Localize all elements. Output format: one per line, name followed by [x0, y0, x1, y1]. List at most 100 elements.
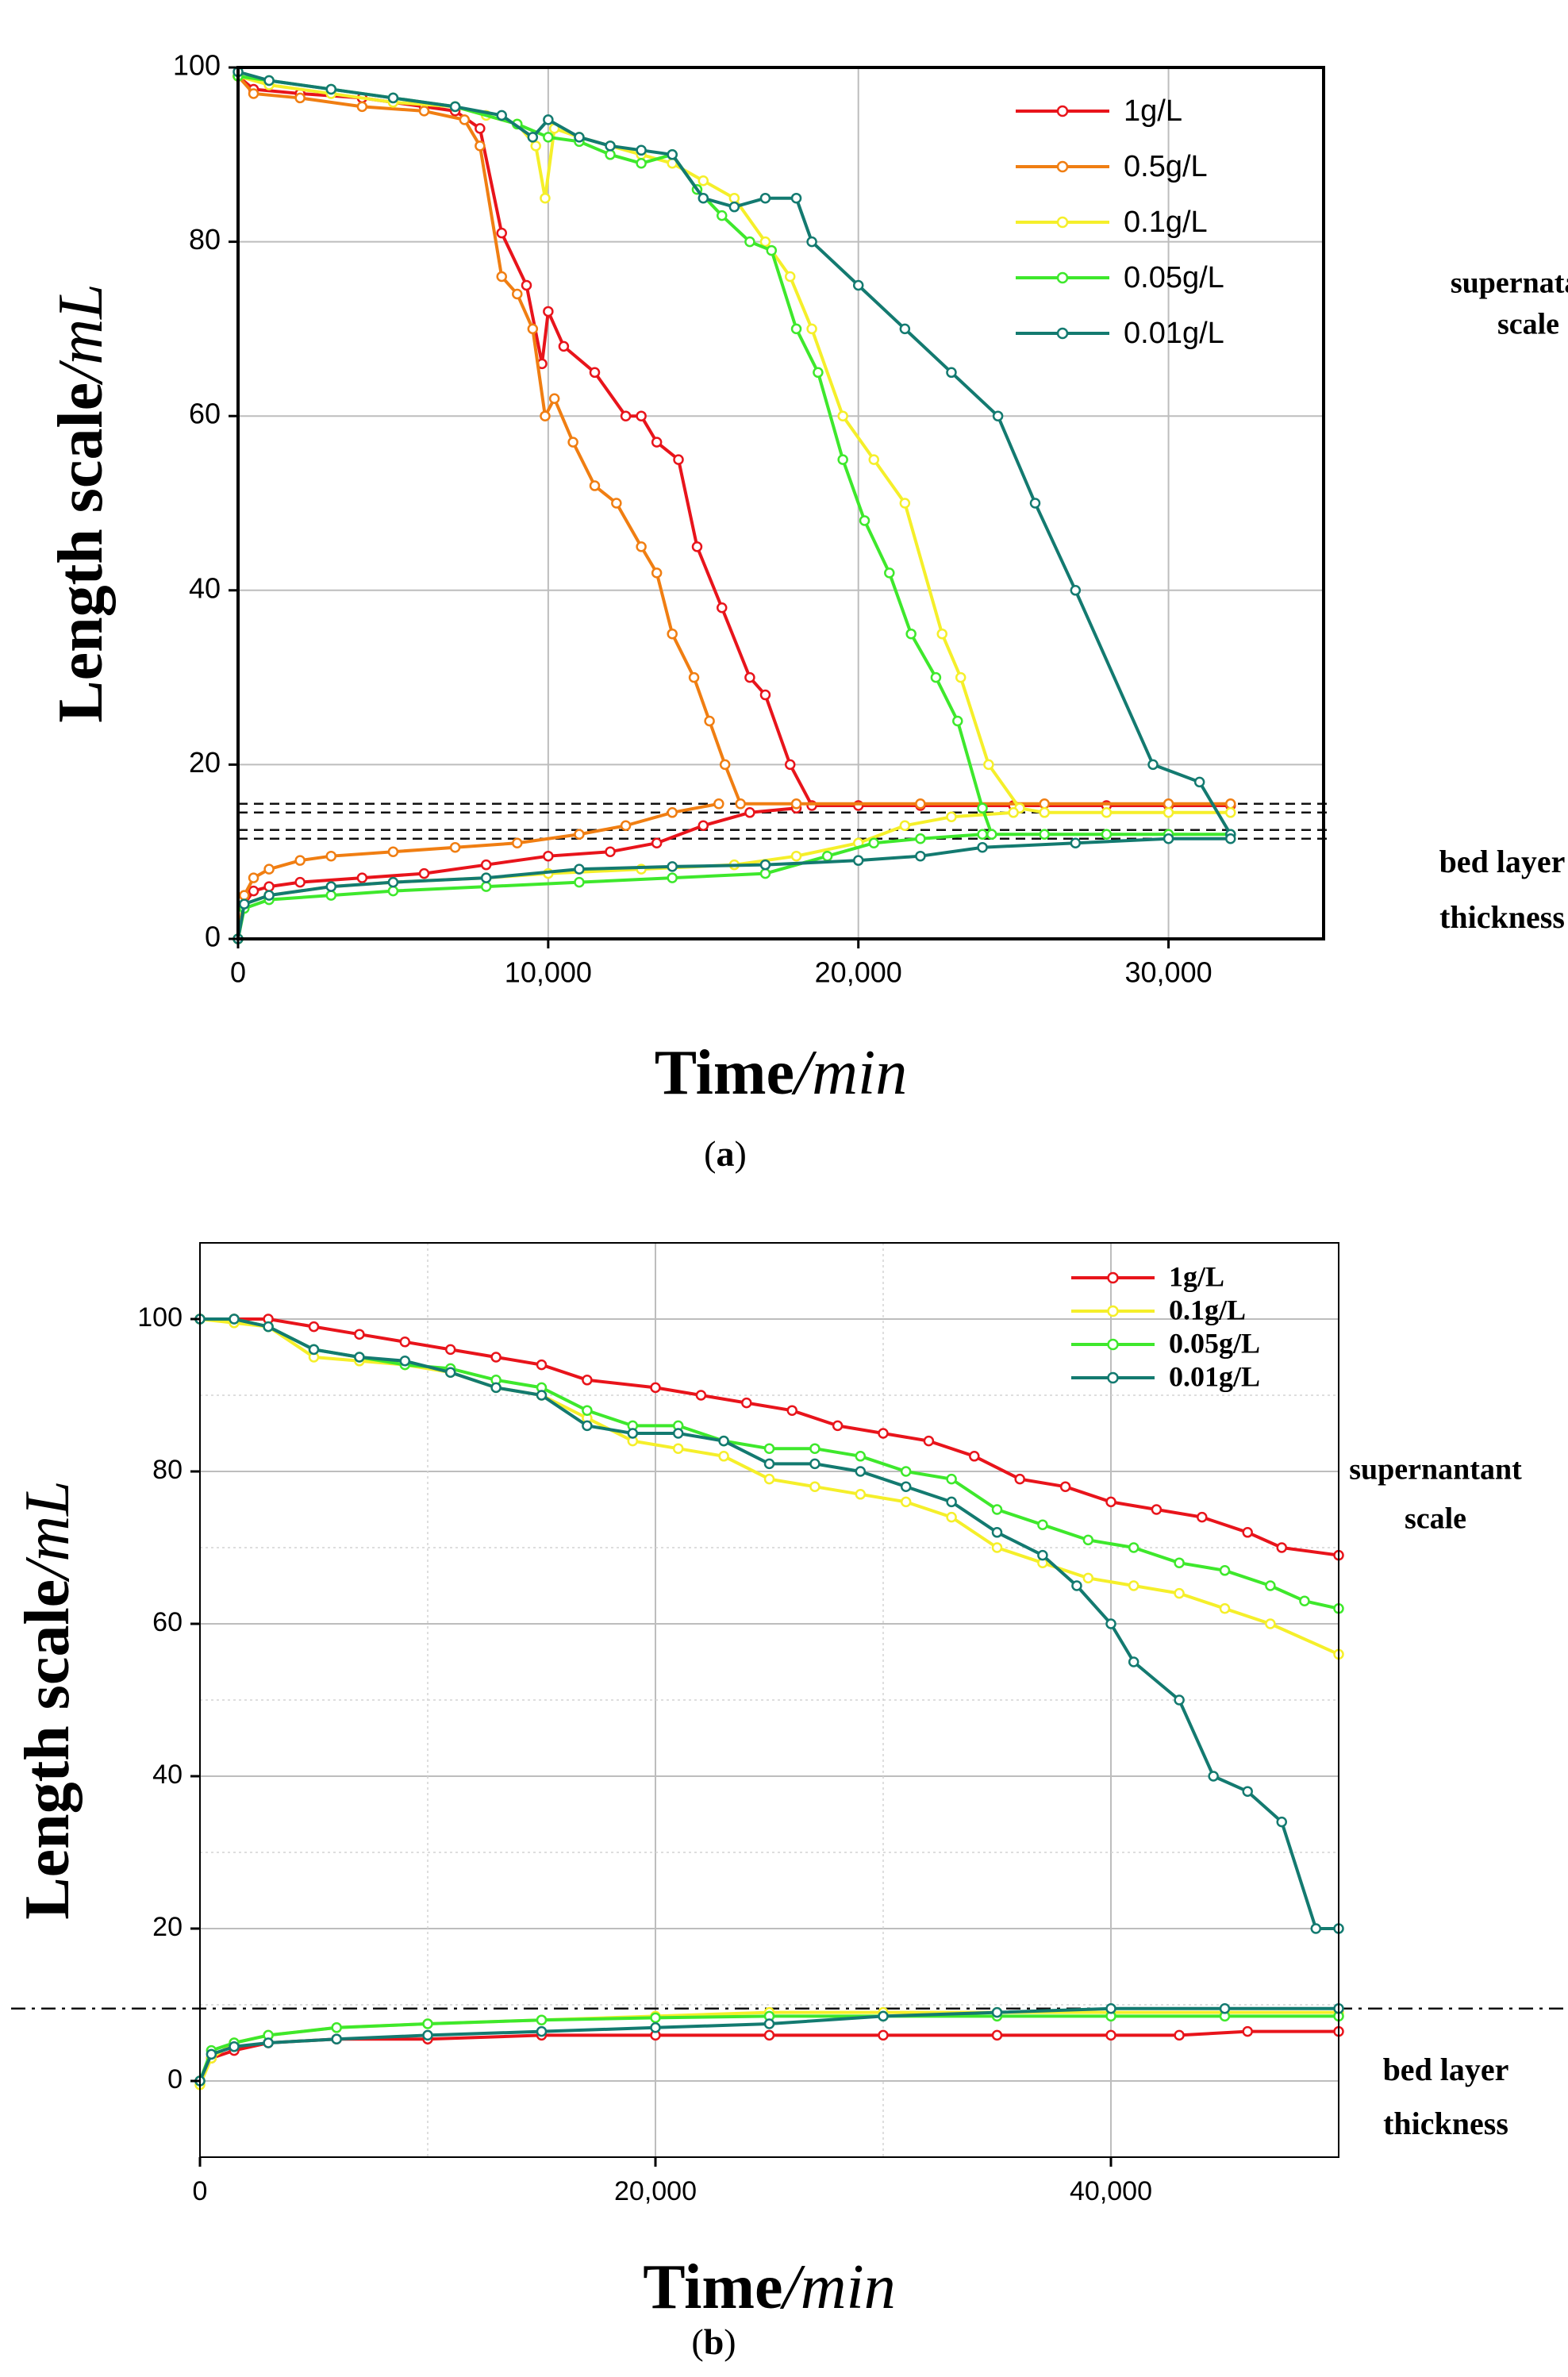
data-point — [790, 192, 802, 204]
data-point — [946, 1496, 957, 1508]
data-point — [900, 1481, 912, 1492]
data-point — [1105, 1618, 1116, 1629]
data-point — [1037, 1549, 1048, 1561]
series-line-upper — [236, 75, 1231, 806]
data-point — [536, 1359, 548, 1371]
data-point — [387, 92, 399, 104]
data-point — [905, 628, 917, 640]
legend-marker — [1056, 160, 1069, 173]
data-point — [1219, 1565, 1231, 1576]
data-point — [1039, 798, 1050, 810]
data-point — [636, 144, 647, 156]
data-point — [449, 101, 461, 113]
legend: 1g/L0.1g/L0.05g/L0.01g/L — [1071, 1260, 1260, 1392]
data-point — [790, 798, 802, 810]
data-point — [229, 1314, 240, 1325]
data-point — [651, 837, 663, 848]
x-axis-title-bold: Time — [655, 1038, 794, 1108]
data-point — [536, 2025, 548, 2037]
data-point — [946, 1511, 957, 1523]
y-tick-label: 100 — [173, 49, 221, 82]
series-line-upper — [237, 74, 1231, 837]
annotation-supernatant-scale: scale — [1405, 1502, 1466, 1536]
data-point — [1128, 1542, 1139, 1553]
data-point — [1163, 807, 1174, 818]
x-axis-title-bold: Time — [643, 2252, 782, 2322]
data-point — [387, 885, 399, 897]
data-point — [325, 890, 337, 901]
data-point — [852, 855, 864, 866]
data-point — [399, 1337, 411, 1348]
y-axis-title-bold: Length scale — [13, 1579, 83, 1920]
data-point — [263, 1321, 274, 1333]
data-point — [759, 689, 771, 701]
data-point — [991, 1504, 1003, 1515]
data-point — [923, 1435, 935, 1447]
data-point — [574, 876, 585, 888]
data-point — [855, 1451, 867, 1462]
data-point — [1265, 1580, 1276, 1591]
data-point — [759, 859, 771, 871]
caption-open: ( — [691, 2321, 703, 2362]
legend-marker — [1107, 1371, 1119, 1384]
data-point — [868, 454, 880, 465]
data-point — [475, 140, 486, 152]
data-point — [992, 410, 1004, 421]
data-point — [977, 829, 988, 840]
data-point — [1174, 1694, 1185, 1706]
annotation-supernatant-scale: supernatant — [1451, 267, 1568, 300]
data-point — [331, 2033, 342, 2044]
data-point — [650, 2012, 661, 2024]
data-point — [239, 890, 250, 901]
data-point — [946, 1473, 957, 1485]
data-point — [399, 1356, 411, 1367]
data-point — [899, 323, 911, 335]
data-point — [1128, 1656, 1139, 1667]
data-point — [1039, 829, 1050, 840]
data-point — [636, 410, 647, 421]
data-point — [636, 158, 647, 169]
data-point — [1070, 837, 1082, 848]
x-axis-title: Time/min — [643, 2252, 896, 2322]
data-point — [837, 410, 848, 421]
data-point — [263, 2037, 274, 2048]
series-0.5g/L — [233, 71, 1236, 944]
data-point — [354, 1329, 365, 1340]
data-point — [1037, 1519, 1048, 1530]
data-point — [1242, 2025, 1253, 2037]
data-point — [1276, 1816, 1287, 1828]
series-1g/L — [194, 1314, 1344, 2087]
data-point — [763, 2029, 775, 2041]
legend-marker — [1056, 327, 1069, 340]
data-point — [444, 1344, 456, 1356]
data-point — [248, 885, 259, 897]
data-point — [540, 192, 551, 204]
data-point — [1197, 1511, 1208, 1523]
series-line-upper — [237, 75, 1231, 814]
data-point — [1071, 1580, 1082, 1591]
data-point — [325, 881, 337, 892]
legend-label: 0.05g/L — [1124, 261, 1224, 294]
data-point — [1219, 1603, 1231, 1614]
plot-frame — [236, 66, 1325, 940]
data-point — [759, 192, 771, 204]
data-point — [716, 602, 728, 613]
data-point — [695, 1390, 707, 1401]
data-point — [530, 140, 541, 152]
annotation-bed-layer-thickness: bed layer — [1439, 844, 1566, 879]
data-point — [1242, 1786, 1253, 1797]
x-tick-label: 0 — [193, 2176, 208, 2206]
x-tick-label: 30,000 — [1125, 956, 1213, 989]
legend-label: 1g/L — [1169, 1260, 1224, 1292]
caption-letter: a — [717, 1133, 735, 1174]
caption-close: ) — [724, 2321, 736, 2362]
data-point — [784, 759, 796, 771]
data-point — [527, 323, 539, 335]
data-point — [605, 846, 616, 857]
data-point — [884, 567, 895, 579]
data-point — [813, 367, 824, 379]
legend-marker — [1107, 1305, 1119, 1317]
data-point — [1299, 1595, 1310, 1606]
data-point — [1224, 798, 1236, 810]
